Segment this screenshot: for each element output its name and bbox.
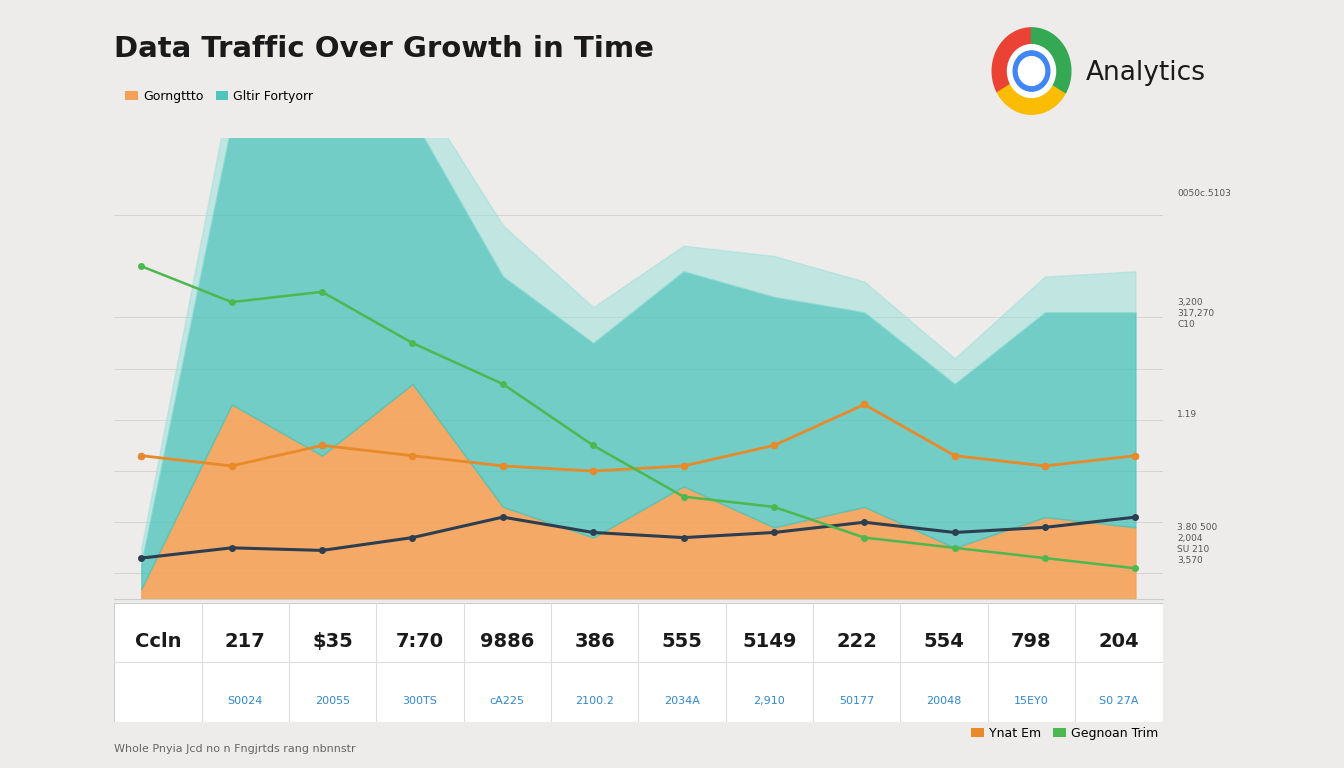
Text: 20055: 20055 xyxy=(314,696,351,706)
Text: cA225: cA225 xyxy=(489,696,526,706)
Text: 0050c.5103: 0050c.5103 xyxy=(1177,189,1231,198)
Text: 3.80 500
2,004
SU 210
3,570: 3.80 500 2,004 SU 210 3,570 xyxy=(1177,522,1218,565)
Text: 554: 554 xyxy=(923,632,965,651)
Text: 555: 555 xyxy=(661,632,703,651)
Text: 798: 798 xyxy=(1011,632,1052,651)
Polygon shape xyxy=(992,28,1032,93)
Text: Whole Pnyia Jcd no n Fngjrtds rang nbnnstr: Whole Pnyia Jcd no n Fngjrtds rang nbnns… xyxy=(114,744,356,754)
Text: 20048: 20048 xyxy=(926,696,962,706)
Text: 2100.2: 2100.2 xyxy=(575,696,614,706)
Text: 2034A: 2034A xyxy=(664,696,700,706)
Text: 50177: 50177 xyxy=(839,696,875,706)
Polygon shape xyxy=(1032,28,1071,93)
Text: 204: 204 xyxy=(1098,632,1140,651)
Text: 5149: 5149 xyxy=(742,632,797,651)
Text: 15EY0: 15EY0 xyxy=(1015,696,1048,706)
Text: 3,200
317,270
C10: 3,200 317,270 C10 xyxy=(1177,298,1215,329)
Text: 386: 386 xyxy=(574,632,616,651)
Text: 2,910: 2,910 xyxy=(754,696,785,706)
Polygon shape xyxy=(997,71,1066,114)
Circle shape xyxy=(1008,45,1055,98)
Text: 7:70: 7:70 xyxy=(396,632,444,651)
Text: 300TS: 300TS xyxy=(403,696,437,706)
Text: $35: $35 xyxy=(312,632,353,651)
Text: Data Traffic Over Growth in Time: Data Traffic Over Growth in Time xyxy=(114,35,655,62)
Text: S0024: S0024 xyxy=(227,696,263,706)
Text: Ccln: Ccln xyxy=(134,632,181,651)
Text: 222: 222 xyxy=(836,632,878,651)
Text: 1.19: 1.19 xyxy=(1177,410,1198,419)
Legend: Ynat Em, Gegnoan Trim: Ynat Em, Gegnoan Trim xyxy=(966,722,1163,745)
Circle shape xyxy=(1019,57,1044,85)
Text: Analytics: Analytics xyxy=(1086,60,1206,86)
Text: 9886: 9886 xyxy=(480,632,535,651)
Circle shape xyxy=(1013,51,1050,91)
Text: 217: 217 xyxy=(224,632,266,651)
FancyBboxPatch shape xyxy=(114,603,1163,722)
Text: S0 27A: S0 27A xyxy=(1099,696,1138,706)
Legend: Gorngttto, Gltir Fortyorr: Gorngttto, Gltir Fortyorr xyxy=(121,84,319,108)
